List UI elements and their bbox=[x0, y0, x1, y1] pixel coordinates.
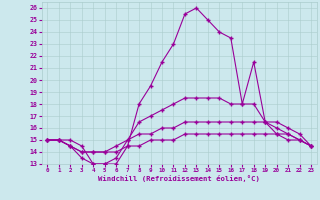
X-axis label: Windchill (Refroidissement éolien,°C): Windchill (Refroidissement éolien,°C) bbox=[98, 175, 260, 182]
